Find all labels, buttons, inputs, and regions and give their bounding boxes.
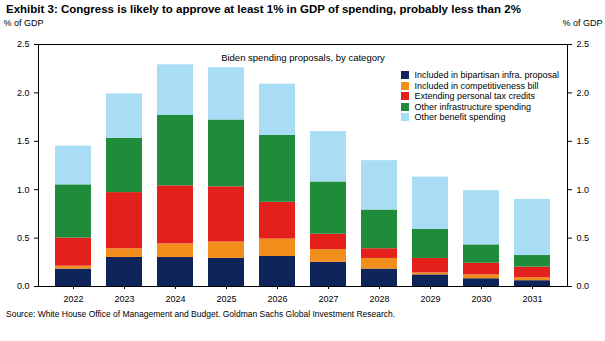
svg-text:2024: 2024 bbox=[165, 294, 185, 304]
svg-text:2028: 2028 bbox=[369, 294, 389, 304]
svg-text:2022: 2022 bbox=[63, 294, 83, 304]
svg-text:0.0: 0.0 bbox=[17, 281, 30, 291]
svg-text:1.0: 1.0 bbox=[17, 185, 30, 195]
svg-text:0.5: 0.5 bbox=[17, 233, 30, 243]
html-text:Included in competitiveness bi: Included in competitiveness bill bbox=[414, 80, 539, 91]
html-text:Extending personal tax credits: Extending personal tax credits bbox=[414, 91, 535, 101]
svg-text:2025: 2025 bbox=[216, 294, 236, 304]
html-text:Included in bipartisan infra.: Included in bipartisan infra. proposal bbox=[414, 70, 559, 80]
html-text:Exhibit 3: Congress is likely: Exhibit 3: Congress is likely to approve… bbox=[6, 3, 521, 15]
svg-text:Biden spending proposals, by c: Biden spending proposals, by category bbox=[221, 52, 385, 63]
svg-text:1.0: 1.0 bbox=[577, 185, 590, 195]
svg-text:1.5: 1.5 bbox=[577, 136, 590, 146]
svg-text:2.5: 2.5 bbox=[17, 39, 30, 49]
svg-text:% of GDP: % of GDP bbox=[562, 18, 602, 28]
svg-text:2030: 2030 bbox=[471, 294, 491, 304]
svg-text:2.0: 2.0 bbox=[577, 88, 590, 98]
svg-text:2.0: 2.0 bbox=[17, 88, 30, 98]
svg-text:0.0: 0.0 bbox=[577, 281, 590, 291]
svg-text:1.5: 1.5 bbox=[17, 136, 30, 146]
svg-text:2029: 2029 bbox=[420, 294, 440, 304]
svg-text:2031: 2031 bbox=[522, 294, 542, 304]
svg-text:% of GDP: % of GDP bbox=[4, 18, 44, 28]
html-text:Source: White House Office of: Source: White House Office of Management… bbox=[6, 309, 396, 319]
svg-text:2023: 2023 bbox=[114, 294, 134, 304]
html-text:Other benefit spending: Other benefit spending bbox=[414, 112, 506, 122]
svg-text:2026: 2026 bbox=[267, 294, 287, 304]
svg-text:0.5: 0.5 bbox=[577, 233, 590, 243]
svg-text:2.5: 2.5 bbox=[577, 39, 590, 49]
svg-text:2027: 2027 bbox=[318, 294, 338, 304]
html-text:Other infrastructure spending: Other infrastructure spending bbox=[414, 101, 531, 112]
